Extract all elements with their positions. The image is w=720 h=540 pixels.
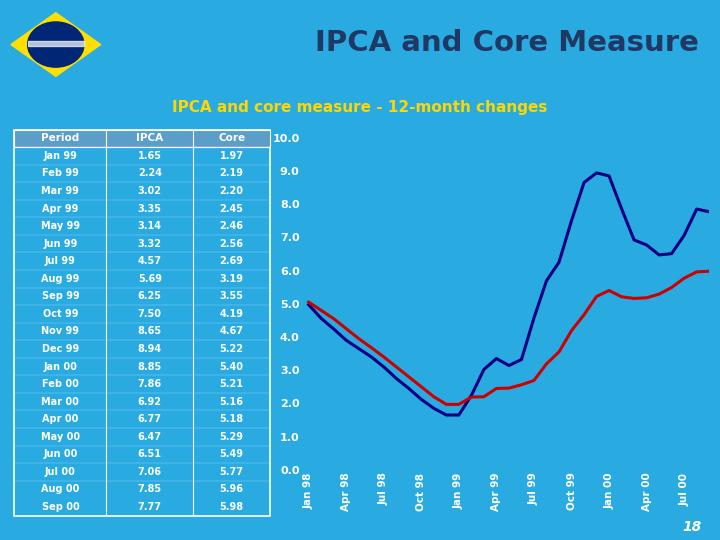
Text: IPCA and Core Measure: IPCA and Core Measure xyxy=(315,29,698,57)
Text: Jan 00: Jan 00 xyxy=(43,361,77,372)
Text: Jun 00: Jun 00 xyxy=(43,449,78,460)
Polygon shape xyxy=(27,41,84,46)
Text: Mar 99: Mar 99 xyxy=(42,186,79,196)
Text: 6.92: 6.92 xyxy=(138,396,162,407)
Text: Core: Core xyxy=(218,133,246,144)
Text: 3.19: 3.19 xyxy=(220,274,243,284)
Text: 3.14: 3.14 xyxy=(138,221,162,231)
Text: 6.77: 6.77 xyxy=(138,414,162,424)
Text: 7.85: 7.85 xyxy=(138,484,162,495)
Text: Mar 00: Mar 00 xyxy=(42,396,79,407)
Text: 4.19: 4.19 xyxy=(220,309,243,319)
Text: Jul 99: Jul 99 xyxy=(45,256,76,266)
Text: Jan 99: Jan 99 xyxy=(43,151,77,161)
Text: Jun 99: Jun 99 xyxy=(43,239,78,249)
Text: 6.51: 6.51 xyxy=(138,449,162,460)
Text: 7.06: 7.06 xyxy=(138,467,162,477)
Text: 2.24: 2.24 xyxy=(138,168,162,179)
Polygon shape xyxy=(11,13,101,76)
Text: 8.65: 8.65 xyxy=(138,326,162,336)
Text: Aug 99: Aug 99 xyxy=(41,274,80,284)
Text: 7.86: 7.86 xyxy=(138,379,162,389)
Text: 4.57: 4.57 xyxy=(138,256,162,266)
Text: Feb 00: Feb 00 xyxy=(42,379,79,389)
Text: Dec 99: Dec 99 xyxy=(42,344,79,354)
Text: Nov 99: Nov 99 xyxy=(42,326,79,336)
Text: 3.55: 3.55 xyxy=(220,291,243,301)
Text: Period: Period xyxy=(41,133,79,144)
Text: Jul 00: Jul 00 xyxy=(45,467,76,477)
Text: 3.35: 3.35 xyxy=(138,204,162,214)
Text: 2.69: 2.69 xyxy=(220,256,243,266)
Text: 5.21: 5.21 xyxy=(220,379,243,389)
Text: Sep 00: Sep 00 xyxy=(42,502,79,512)
Text: Feb 99: Feb 99 xyxy=(42,168,79,179)
Text: IPCA and core measure - 12-month changes: IPCA and core measure - 12-month changes xyxy=(172,100,548,115)
Text: 8.94: 8.94 xyxy=(138,344,162,354)
Text: 18: 18 xyxy=(683,519,702,534)
Text: Apr 99: Apr 99 xyxy=(42,204,78,214)
Text: May 00: May 00 xyxy=(41,431,80,442)
Text: 2.45: 2.45 xyxy=(220,204,243,214)
Text: 3.32: 3.32 xyxy=(138,239,162,249)
Text: 6.47: 6.47 xyxy=(138,431,162,442)
Text: 5.96: 5.96 xyxy=(220,484,243,495)
Text: Aug 00: Aug 00 xyxy=(41,484,80,495)
Text: 1.97: 1.97 xyxy=(220,151,243,161)
Text: 5.18: 5.18 xyxy=(220,414,244,424)
Text: IPCA: IPCA xyxy=(136,133,163,144)
Text: 4.67: 4.67 xyxy=(220,326,243,336)
Bar xyxy=(14,130,270,147)
Text: 8.85: 8.85 xyxy=(138,361,162,372)
Text: Sep 99: Sep 99 xyxy=(42,291,79,301)
Text: 3.02: 3.02 xyxy=(138,186,162,196)
Circle shape xyxy=(27,22,84,67)
Text: 1.65: 1.65 xyxy=(138,151,162,161)
Text: 2.56: 2.56 xyxy=(220,239,243,249)
Text: 2.20: 2.20 xyxy=(220,186,243,196)
Text: 2.46: 2.46 xyxy=(220,221,243,231)
Text: 5.98: 5.98 xyxy=(220,502,244,512)
Text: 7.50: 7.50 xyxy=(138,309,162,319)
Text: 2.19: 2.19 xyxy=(220,168,243,179)
Text: 5.29: 5.29 xyxy=(220,431,243,442)
Text: 5.69: 5.69 xyxy=(138,274,162,284)
Text: Apr 00: Apr 00 xyxy=(42,414,78,424)
Text: May 99: May 99 xyxy=(41,221,80,231)
Text: 5.22: 5.22 xyxy=(220,344,243,354)
Text: Oct 99: Oct 99 xyxy=(42,309,78,319)
Text: 5.49: 5.49 xyxy=(220,449,243,460)
Text: 7.77: 7.77 xyxy=(138,502,162,512)
Text: 5.77: 5.77 xyxy=(220,467,243,477)
Text: 6.25: 6.25 xyxy=(138,291,162,301)
Text: 5.16: 5.16 xyxy=(220,396,243,407)
Text: 5.40: 5.40 xyxy=(220,361,243,372)
